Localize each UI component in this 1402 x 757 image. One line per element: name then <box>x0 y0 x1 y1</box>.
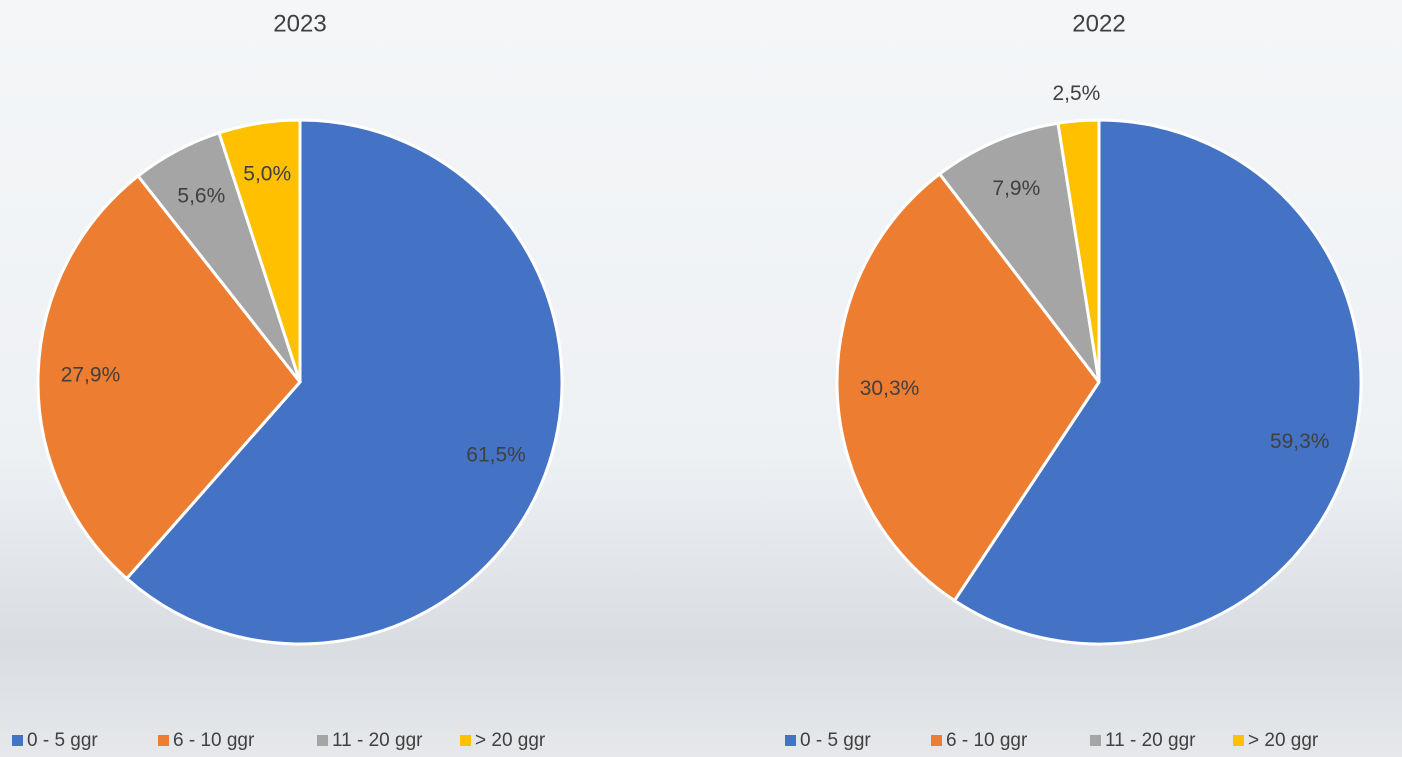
legend-label: 0 - 5 ggr <box>27 730 98 751</box>
data-label: 5,0% <box>243 163 291 186</box>
legend-label: > 20 ggr <box>475 730 546 751</box>
data-label: 30,3% <box>860 377 920 400</box>
legend-label: 6 - 10 ggr <box>173 730 255 751</box>
pie-slice <box>835 171 1101 603</box>
legend-label: > 20 ggr <box>1248 730 1319 751</box>
data-label: 59,3% <box>1270 430 1330 453</box>
legend-swatch <box>317 735 328 746</box>
legend-label: 11 - 20 ggr <box>332 730 423 751</box>
data-label: 61,5% <box>466 444 526 467</box>
data-label: 7,9% <box>992 177 1040 200</box>
data-label: 2,5% <box>1052 82 1100 105</box>
legend-swatch <box>12 735 23 746</box>
data-label: 5,6% <box>177 185 225 208</box>
legend-swatch <box>460 735 471 746</box>
pie-slice <box>36 173 302 581</box>
legend-swatch <box>1090 735 1101 746</box>
legend-label: 6 - 10 ggr <box>946 730 1028 751</box>
pie-slice <box>952 118 1363 646</box>
legend-swatch <box>1233 735 1244 746</box>
legend-swatch <box>931 735 942 746</box>
legend-swatch <box>158 735 169 746</box>
pie-slice <box>217 118 302 383</box>
data-label: 27,9% <box>61 364 121 387</box>
pie-slice <box>937 121 1101 383</box>
chart-title: 2022 <box>1072 10 1125 37</box>
chart-title: 2023 <box>273 10 326 37</box>
legend-swatch <box>785 735 796 746</box>
legend-label: 0 - 5 ggr <box>800 730 871 751</box>
pie-slice <box>1056 118 1101 383</box>
pie-slice <box>124 118 564 646</box>
legend-label: 11 - 20 ggr <box>1105 730 1196 751</box>
